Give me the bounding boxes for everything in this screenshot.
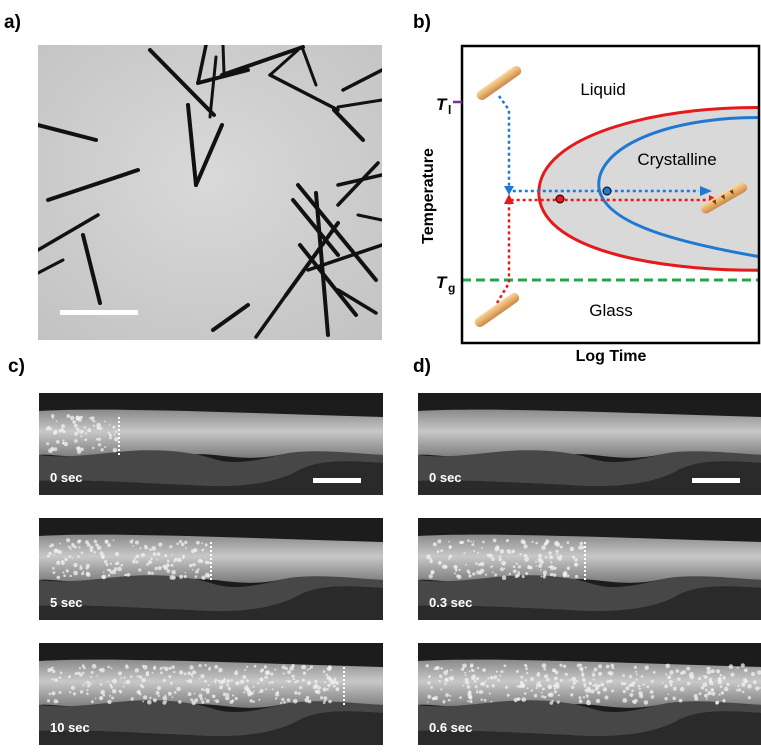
red-heating-path [495,198,709,304]
micrograph-frame-d-1: 0 sec [418,393,761,495]
micrograph-frame-d-3: 0.6 sec [418,643,761,745]
tg-symbol: T [436,273,448,292]
time-label: 0.6 sec [429,720,473,735]
scale-bar [60,310,138,315]
panel-a-label: a) [4,12,21,33]
red-arrowhead-up [504,194,514,204]
time-label: 0 sec [50,470,83,485]
scale-bar [692,478,740,483]
tg-subscript: g [448,281,455,295]
micrograph-frame-c-3: 10 sec [39,643,383,745]
time-label: 10 sec [50,720,90,735]
x-axis-label: Log Time [576,348,647,365]
outer-ttt-curve [537,106,759,272]
crystallization-region [538,107,759,271]
plot-frame [460,44,761,345]
micrograph-frame-c-1: 0 sec [39,393,383,495]
micrograph-frame-c-2: 5 sec [39,518,383,620]
tem-image-nanorods [38,45,382,340]
blue-arrowhead-down [504,186,514,195]
glass-label: Glass [589,301,632,320]
crystalline-label: Crystalline [637,150,716,169]
time-label: 0.3 sec [429,595,473,610]
red-onset-point [555,194,565,204]
time-label: 5 sec [50,595,83,610]
time-label: 0 sec [429,470,462,485]
blue-arrowhead-right [700,186,712,196]
panel-d-label: d) [413,356,431,377]
liquid-rod-icon [476,65,522,101]
tl-symbol: T [436,95,448,114]
blue-onset-point [602,186,612,196]
panel-b-label: b) [413,12,431,33]
scale-bar [313,478,361,483]
liquid-label: Liquid [580,80,625,99]
nanorods-drawing [38,45,382,340]
ttt-diagram: Liquid Crystalline Glass Temperature Log… [420,44,761,365]
glass-rod-icon [474,292,520,328]
crystalline-rod-icon [700,182,748,214]
y-axis-label: Temperature [420,148,437,244]
inner-ttt-curve [597,116,759,259]
micrograph-frame-d-2: 0.3 sec [418,518,761,620]
tl-subscript: l [448,103,451,117]
panel-c-label: c) [8,356,25,377]
